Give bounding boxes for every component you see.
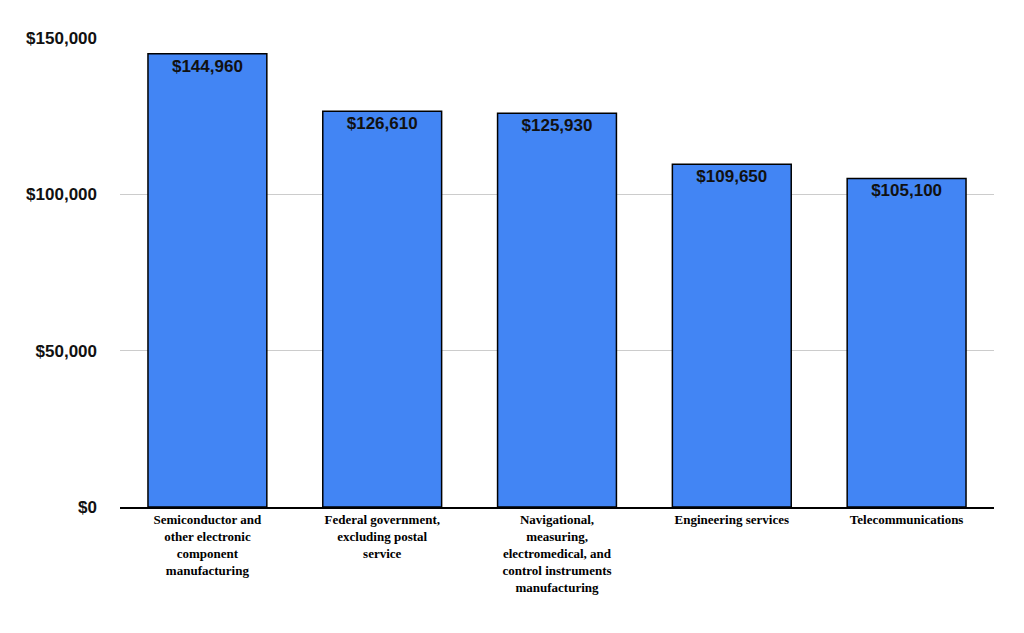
svg-text:Navigational,measuring,electro: Navigational,measuring,electromedical, a… [502, 512, 611, 595]
svg-text:$150,000: $150,000 [26, 29, 97, 48]
svg-text:$50,000: $50,000 [36, 342, 97, 361]
svg-text:$109,650: $109,650 [696, 167, 767, 186]
svg-text:Semiconductor andother electro: Semiconductor andother electroniccompone… [154, 512, 263, 578]
svg-text:$144,960: $144,960 [172, 57, 243, 76]
svg-text:$105,100: $105,100 [871, 181, 942, 200]
svg-text:Telecommunications: Telecommunications [850, 512, 964, 527]
svg-text:$126,610: $126,610 [347, 114, 418, 133]
svg-text:Federal government,excluding p: Federal government,excluding postalservi… [324, 512, 440, 561]
svg-text:Engineering services: Engineering services [675, 512, 789, 527]
svg-text:$100,000: $100,000 [26, 185, 97, 204]
svg-text:$0: $0 [78, 498, 97, 517]
svg-text:$125,930: $125,930 [522, 116, 593, 135]
